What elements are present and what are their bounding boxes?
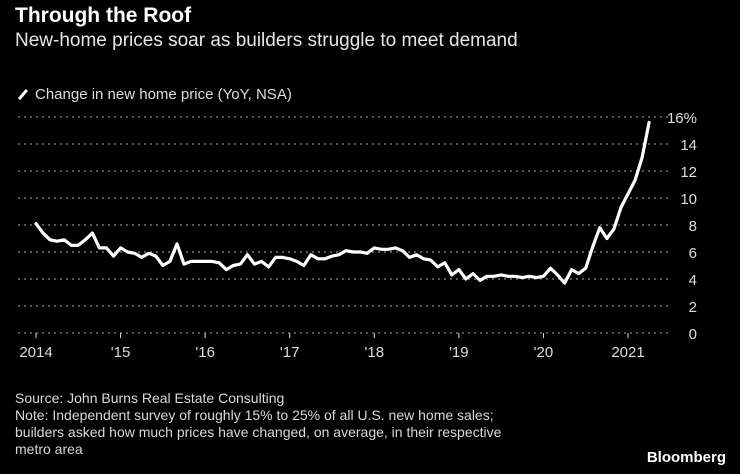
bloomberg-logo: Bloomberg	[646, 449, 726, 466]
y-tick-label: 16%	[667, 110, 697, 127]
y-tick-label: 12	[680, 164, 697, 181]
y-tick-label: 10	[680, 191, 697, 208]
x-tick-label: '17	[280, 344, 300, 361]
chart-subtitle: New-home prices soar as builders struggl…	[15, 30, 518, 51]
y-tick-label: 14	[680, 137, 697, 154]
note-line: metro area	[15, 441, 83, 457]
x-tick-label: 2014	[19, 344, 52, 361]
x-tick-label: '20	[534, 344, 554, 361]
y-tick-label: 4	[689, 272, 697, 289]
x-tick-label: 2021	[611, 344, 644, 361]
legend-label: Change in new home price (YoY, NSA)	[35, 86, 292, 103]
note-line: builders asked how much prices have chan…	[15, 424, 502, 440]
x-tick-label: '19	[449, 344, 469, 361]
source-text: Source: John Burns Real Estate Consultin…	[15, 390, 285, 406]
y-tick-label: 6	[689, 245, 697, 262]
y-tick-label: 0	[689, 326, 697, 343]
chart-title: Through the Roof	[15, 4, 192, 27]
x-tick-label: '18	[365, 344, 385, 361]
legend: Change in new home price (YoY, NSA)	[17, 86, 292, 103]
y-tick-label: 2	[689, 299, 697, 316]
x-tick-label: '15	[111, 344, 131, 361]
footer-notes: Source: John Burns Real Estate Consultin…	[15, 390, 501, 458]
y-tick-label: 8	[689, 218, 697, 235]
x-tick-label: '16	[195, 344, 215, 361]
series-line	[34, 120, 651, 285]
note-line: Note: Independent survey of roughly 15% …	[15, 407, 494, 423]
